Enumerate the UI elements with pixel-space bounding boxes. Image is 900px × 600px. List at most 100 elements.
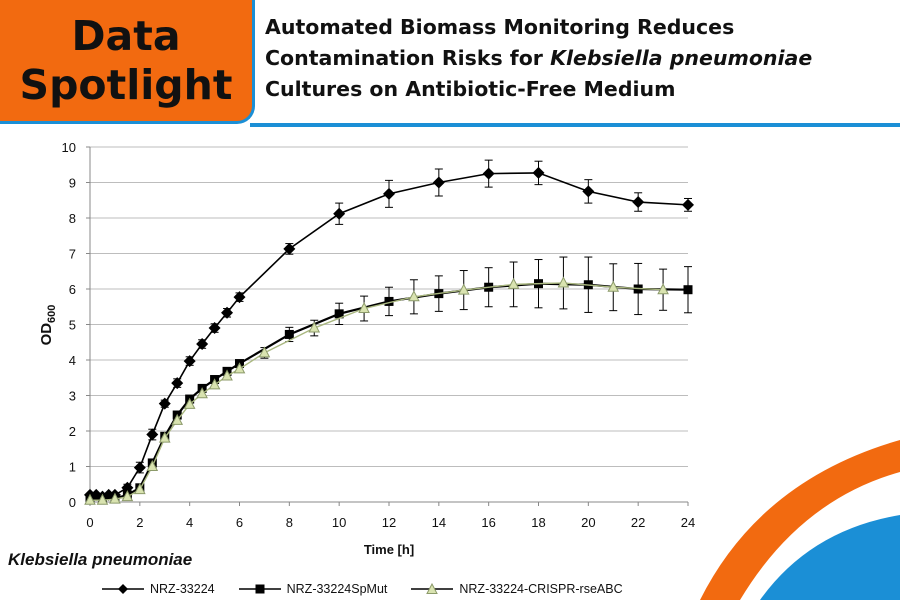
x-tick-label: 2 [136, 515, 143, 530]
data-point [121, 490, 134, 502]
y-tick-label: 3 [69, 389, 76, 404]
y-tick-label: 4 [69, 353, 76, 368]
series-1 [84, 159, 694, 503]
data-point [682, 198, 694, 211]
data-point [158, 397, 171, 410]
y-axis-title-main: OD [38, 323, 55, 346]
legend-entry-series-2: NRZ-33224SpMut [237, 582, 388, 596]
data-point [96, 493, 109, 505]
data-point [607, 280, 620, 292]
data-point [109, 492, 121, 504]
x-tick-label: 0 [86, 515, 93, 530]
data-point [146, 428, 159, 441]
diamond-marker-icon [102, 584, 144, 594]
organism-label: Klebsiella pneumoniae [8, 550, 193, 569]
data-point [84, 493, 96, 505]
y-tick-label: 0 [69, 495, 76, 510]
data-point [432, 176, 445, 189]
y-tick-label: 1 [69, 460, 76, 475]
series-line [90, 282, 664, 501]
y-tick-label: 2 [69, 424, 76, 439]
headline-line-3: Cultures on Antibiotic-Free Medium [265, 77, 676, 101]
data-point [158, 431, 171, 443]
triangle-marker-icon [411, 583, 454, 594]
data-point [308, 321, 321, 333]
data-point [196, 338, 209, 351]
data-point [507, 277, 520, 289]
data-point [632, 196, 645, 209]
x-axis-title: Time [h] [364, 542, 414, 557]
headline-line-1: Automated Biomass Monitoring Reduces [265, 15, 735, 39]
y-tick-label: 5 [69, 318, 76, 333]
data-point [171, 377, 184, 390]
data-point [221, 306, 234, 319]
data-point [183, 397, 196, 409]
legend-entry-series-3: NRZ-33224-CRISPR-rseABC [409, 582, 623, 596]
y-tick-label: 8 [69, 211, 76, 226]
x-tick-labels: 0 2 4 6 8 10 12 14 16 18 20 22 24 [86, 502, 695, 530]
plot-series [84, 159, 694, 505]
data-point [482, 167, 495, 180]
x-tick-label: 14 [432, 515, 446, 530]
y-axis-title: OD600 [38, 305, 58, 346]
data-point [221, 369, 233, 381]
chart-legend: NRZ-33224 NRZ-33224SpMut NRZ-33224-CRISP… [100, 582, 623, 596]
y-tick-label: 10 [62, 140, 76, 155]
data-point [384, 296, 394, 306]
data-point [334, 309, 344, 319]
x-tick-label: 8 [286, 515, 293, 530]
header-divider [250, 123, 900, 127]
data-point [208, 322, 221, 335]
data-point [408, 290, 420, 302]
x-tick-label: 24 [681, 515, 695, 530]
data-point [283, 242, 296, 255]
x-tick-label: 10 [332, 515, 346, 530]
data-point [208, 378, 221, 390]
data-point [233, 362, 246, 374]
data-point [133, 461, 146, 474]
x-tick-label: 20 [581, 515, 595, 530]
headline: Automated Biomass Monitoring Reduces Con… [265, 12, 895, 105]
y-tick-label: 7 [69, 247, 76, 262]
blue-swoosh [760, 515, 900, 600]
headline-line-2: Contamination Risks for Klebsiella pneum… [265, 43, 895, 74]
legend-entry-series-1: NRZ-33224 [100, 582, 215, 596]
data-point [333, 207, 346, 220]
y-tick-label: 6 [69, 282, 76, 297]
badge-line-1: Data [71, 11, 181, 60]
x-tick-label: 22 [631, 515, 645, 530]
legend-label: NRZ-33224-CRISPR-rseABC [459, 582, 623, 596]
x-tick-label: 18 [531, 515, 545, 530]
badge-line-2: Spotlight [19, 60, 233, 109]
data-point [196, 387, 208, 399]
data-point [284, 329, 294, 339]
y-axis-title-subscript: 600 [46, 305, 58, 323]
series-3 [84, 256, 669, 505]
headline-line-2-text: Contamination Risks for [265, 46, 551, 70]
x-tick-label: 6 [236, 515, 243, 530]
data-point [582, 185, 595, 198]
data-spotlight-badge: Data Spotlight [0, 0, 255, 124]
data-point [171, 413, 184, 425]
x-tick-label: 12 [382, 515, 396, 530]
data-point [134, 483, 146, 495]
y-tick-labels: 0 1 2 3 4 5 6 7 8 9 10 [62, 140, 90, 510]
orange-swoosh [700, 440, 900, 600]
data-point [233, 291, 246, 304]
square-marker-icon [238, 584, 281, 594]
y-tick-label: 9 [69, 176, 76, 191]
x-tick-label: 4 [186, 515, 193, 530]
data-point [532, 166, 545, 179]
data-point [557, 276, 570, 288]
legend-label: NRZ-33224SpMut [286, 582, 388, 596]
data-point [258, 346, 271, 358]
x-tick-label: 16 [481, 515, 495, 530]
data-point [183, 355, 196, 368]
data-point [657, 283, 669, 295]
headline-species: Klebsiella pneumoniae [550, 46, 813, 70]
data-point [358, 301, 370, 314]
data-point [383, 187, 395, 200]
data-point [457, 283, 470, 295]
series-line [90, 172, 689, 498]
